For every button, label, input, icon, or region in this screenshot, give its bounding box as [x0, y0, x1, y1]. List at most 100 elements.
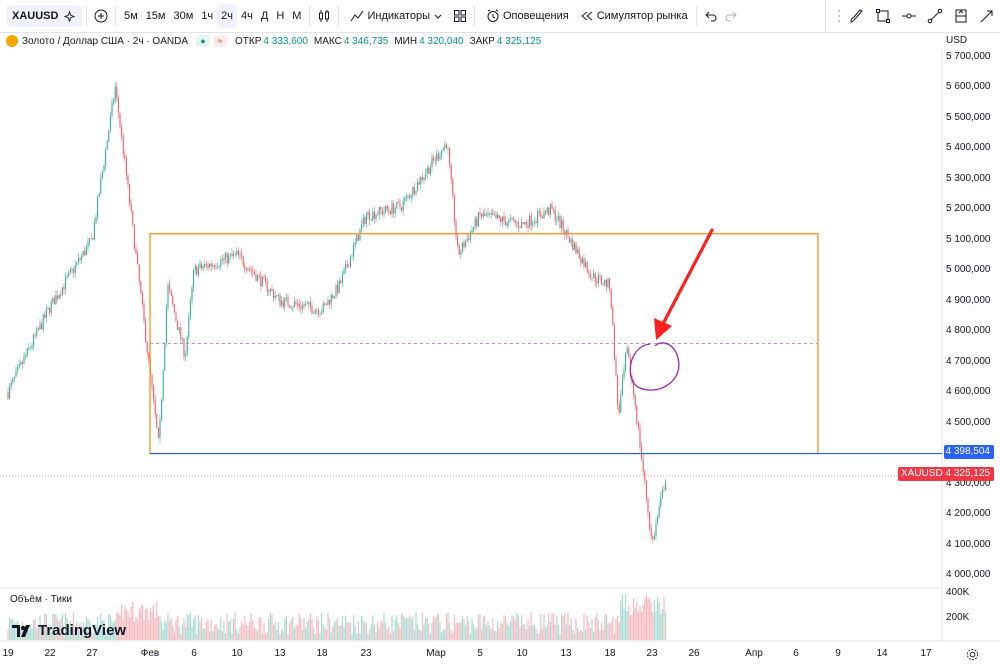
volume-bar	[234, 612, 236, 640]
candle-body	[501, 216, 503, 223]
timeframe-button[interactable]: М	[292, 10, 302, 22]
candle-body	[413, 186, 415, 194]
timeframe-button[interactable]: Д	[260, 10, 269, 22]
symbol-search[interactable]: XAUUSD	[6, 5, 82, 27]
volume-bar	[343, 626, 345, 640]
currency-label[interactable]: USD	[946, 35, 968, 46]
candle-body	[628, 348, 630, 358]
candle-body	[457, 236, 459, 246]
volume-bar	[548, 612, 550, 640]
candle-body	[199, 263, 201, 268]
volume-bar	[433, 615, 435, 640]
volume-bar	[119, 614, 121, 640]
time-tick-label: Фев	[140, 648, 160, 659]
volume-bar	[170, 618, 172, 640]
candle-body	[154, 399, 156, 415]
volume-bar	[55, 614, 57, 640]
volume-bar	[50, 628, 52, 640]
candle-body	[652, 536, 654, 540]
brush-icon[interactable]	[844, 6, 870, 26]
tradingview-logo[interactable]: TradingView	[12, 622, 126, 639]
volume-bar	[228, 622, 230, 640]
data-settings-icon[interactable]: ≈	[213, 35, 227, 47]
candle-body	[151, 374, 153, 387]
candle-body	[573, 243, 575, 250]
volume-bar	[185, 627, 187, 640]
volume-bar	[271, 614, 273, 640]
volume-bar	[69, 620, 71, 640]
volume-bar	[199, 621, 201, 640]
replay-button[interactable]: Симулятор рынка	[573, 4, 692, 28]
layout-grid-icon[interactable]	[450, 6, 470, 26]
volume-bar	[447, 612, 449, 640]
volume-bar	[615, 618, 617, 640]
candle-body	[329, 300, 331, 305]
price-tick-label: 4 700,000	[946, 355, 991, 367]
volume-bar	[97, 616, 99, 640]
timeframe-button[interactable]: 1ч	[201, 10, 214, 22]
volume-bar	[127, 612, 129, 640]
candle-body	[277, 294, 279, 296]
candles-icon[interactable]	[314, 6, 334, 26]
volume-bar	[225, 633, 227, 640]
position-tool-icon[interactable]	[948, 6, 974, 26]
candle-body	[172, 296, 174, 305]
candle-body	[500, 217, 502, 223]
candle-body	[407, 195, 409, 197]
volume-bar	[644, 597, 646, 640]
rectangle-tool-icon[interactable]	[870, 6, 896, 26]
time-tick-label: 14	[876, 648, 888, 659]
candle-body	[161, 399, 163, 420]
drag-handle-icon[interactable]	[834, 6, 844, 26]
timeframe-button[interactable]: 30м	[173, 10, 194, 22]
candle-body	[633, 383, 635, 396]
candle-body	[516, 222, 518, 224]
redo-icon[interactable]	[721, 6, 741, 26]
indicators-button[interactable]: Индикаторы	[343, 4, 450, 28]
volume-bar	[145, 609, 147, 640]
candle-body	[359, 229, 361, 241]
candle-body	[327, 300, 329, 306]
volume-bar	[369, 629, 371, 640]
volume-bar	[620, 600, 622, 640]
alerts-button[interactable]: Оповещения	[479, 4, 573, 28]
volume-bar	[9, 617, 11, 640]
volume-bar	[501, 624, 503, 640]
timeframe-button[interactable]: 5м	[124, 10, 138, 22]
candle-body	[591, 277, 593, 279]
volume-bar	[12, 618, 14, 640]
candle-body	[353, 245, 355, 257]
settings-gear-icon[interactable]	[962, 644, 982, 664]
volume-bar	[532, 625, 534, 640]
timeframe-button[interactable]: 15м	[145, 10, 166, 22]
timeframe-button[interactable]: 2ч	[217, 4, 238, 28]
volume-bar	[633, 598, 635, 640]
volume-bar	[645, 594, 647, 640]
candle-body	[239, 253, 241, 255]
volume-bar	[313, 627, 315, 640]
horizontal-line-icon[interactable]	[896, 6, 922, 26]
volume-bar	[556, 615, 558, 640]
volume-bar	[202, 628, 204, 640]
candle-body	[460, 251, 462, 255]
candle-body	[373, 211, 375, 219]
volume-bar	[386, 628, 388, 640]
candle-body	[268, 291, 270, 293]
undo-icon[interactable]	[701, 6, 721, 26]
market-open-icon[interactable]: ●	[196, 35, 210, 47]
sparkle-icon[interactable]	[62, 6, 76, 26]
candle-body	[314, 310, 316, 314]
trend-line-icon[interactable]	[922, 6, 948, 26]
volume-tick: 200K	[946, 612, 970, 623]
volume-bar	[205, 621, 207, 640]
candle-body	[121, 127, 123, 136]
candle-body	[167, 284, 169, 308]
candle-body	[602, 283, 604, 285]
candle-body	[521, 222, 523, 229]
add-symbol-icon[interactable]	[91, 6, 111, 26]
timeframe-button[interactable]: Н	[276, 10, 285, 22]
candle-body	[452, 179, 454, 196]
arrow-tool-icon[interactable]	[974, 6, 1000, 26]
timeframe-button[interactable]: 4ч	[241, 10, 253, 22]
